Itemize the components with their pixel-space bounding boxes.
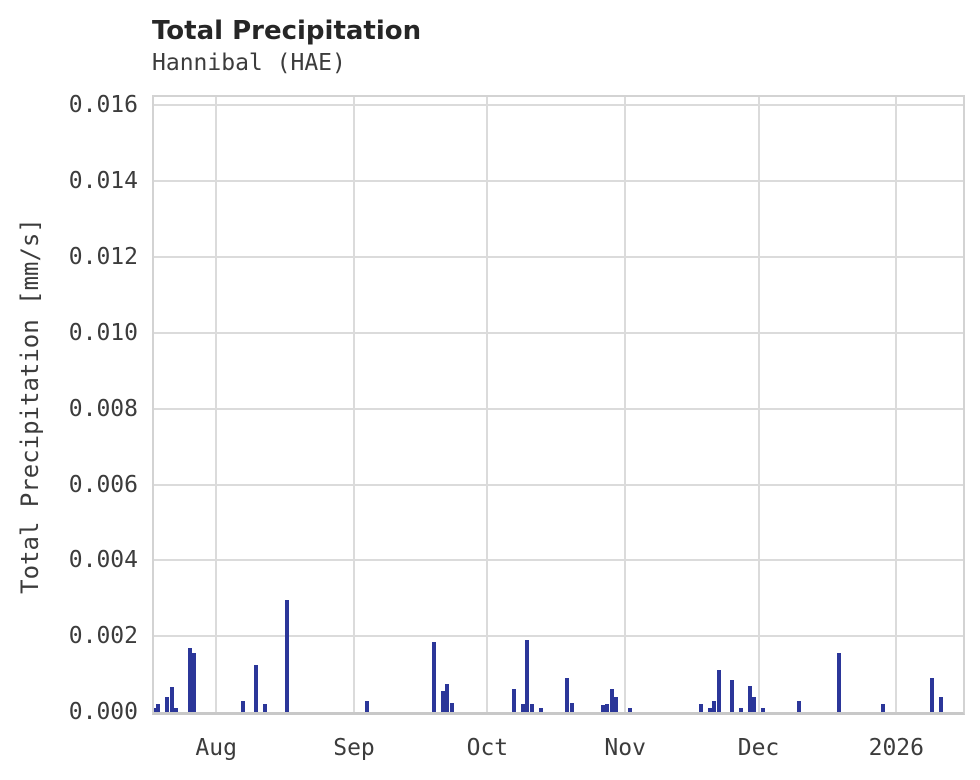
chart-title: Total Precipitation <box>152 16 422 46</box>
precipitation-bar <box>738 708 743 712</box>
y-tick-label: 0.002 <box>68 623 138 650</box>
precipitation-bar <box>707 708 712 712</box>
precipitation-bar <box>627 708 632 712</box>
precipitation-bar <box>938 696 943 712</box>
precipitation-bar <box>285 600 290 712</box>
precipitation-bar <box>569 702 574 712</box>
precipitation-bar <box>174 708 179 712</box>
plot-area <box>152 95 965 715</box>
x-tick-label: Dec <box>737 735 780 761</box>
precipitation-bar <box>929 677 934 712</box>
precipitation-bar <box>154 708 156 712</box>
x-tick-label: Nov <box>604 735 646 761</box>
x-tick-label: Sep <box>333 735 375 761</box>
x-tick-label: Aug <box>195 735 237 761</box>
y-tick-label: 0.008 <box>68 395 138 422</box>
precipitation-bar <box>529 704 534 712</box>
precipitation-bar <box>254 664 259 712</box>
y-gridline <box>154 331 963 334</box>
precipitation-bar <box>605 704 610 712</box>
x-gridline <box>215 97 218 712</box>
precipitation-bar <box>716 670 721 712</box>
y-gridline <box>154 407 963 410</box>
x-tick-label: Oct <box>466 735 509 761</box>
precipitation-bar <box>881 704 885 712</box>
precipitation-bar <box>512 689 516 712</box>
precipitation-bar <box>747 685 752 712</box>
y-tick-label: 0.010 <box>68 319 138 346</box>
y-gridline <box>154 256 963 258</box>
y-tick-label: 0.016 <box>68 92 138 119</box>
precipitation-bar <box>525 640 530 712</box>
chart-subtitle: Hannibal (HAE) <box>152 50 346 76</box>
precipitation-bar <box>796 700 801 712</box>
precipitation-bar <box>192 653 196 712</box>
precipitation-bar <box>836 653 841 712</box>
precipitation-bar <box>614 696 619 712</box>
precipitation-bar <box>187 647 192 712</box>
y-gridline <box>154 104 963 107</box>
x-gridline <box>895 97 898 712</box>
y-tick-label: 0.014 <box>68 168 138 195</box>
x-gridline <box>486 97 489 712</box>
precipitation-bar <box>165 696 170 712</box>
y-tick-label: 0.004 <box>68 547 138 574</box>
precipitation-bar <box>601 705 605 712</box>
precipitation-bar <box>538 707 543 712</box>
y-tick-label: 0.006 <box>68 471 138 498</box>
precipitation-bar <box>440 691 445 712</box>
x-gridline <box>353 97 355 712</box>
y-tick-label: 0.012 <box>68 244 138 270</box>
precipitation-bar <box>698 704 703 712</box>
y-tick-label: 0.000 <box>68 699 138 725</box>
precipitation-bar <box>752 696 757 712</box>
precipitation-bar <box>365 700 370 712</box>
precipitation-bar <box>609 689 614 712</box>
y-gridline <box>154 180 963 183</box>
precipitation-bar <box>432 641 436 712</box>
x-tick-label: 2026 <box>868 735 924 761</box>
precipitation-bar <box>445 683 450 712</box>
x-gridline <box>757 97 760 712</box>
precipitation-bar <box>263 704 268 712</box>
y-gridline <box>154 483 963 486</box>
precipitation-bar <box>240 700 245 712</box>
precipitation-bar <box>449 702 454 712</box>
precipitation-bar <box>520 704 525 712</box>
precipitation-bar <box>712 700 717 712</box>
y-gridline <box>154 635 963 638</box>
precipitation-bar <box>761 708 765 712</box>
x-gridline <box>624 97 627 712</box>
precipitation-bar <box>169 687 174 712</box>
y-gridline <box>154 559 963 562</box>
precipitation-bar <box>156 704 161 712</box>
precipitation-bar <box>565 677 570 712</box>
precipitation-bar <box>729 679 734 712</box>
